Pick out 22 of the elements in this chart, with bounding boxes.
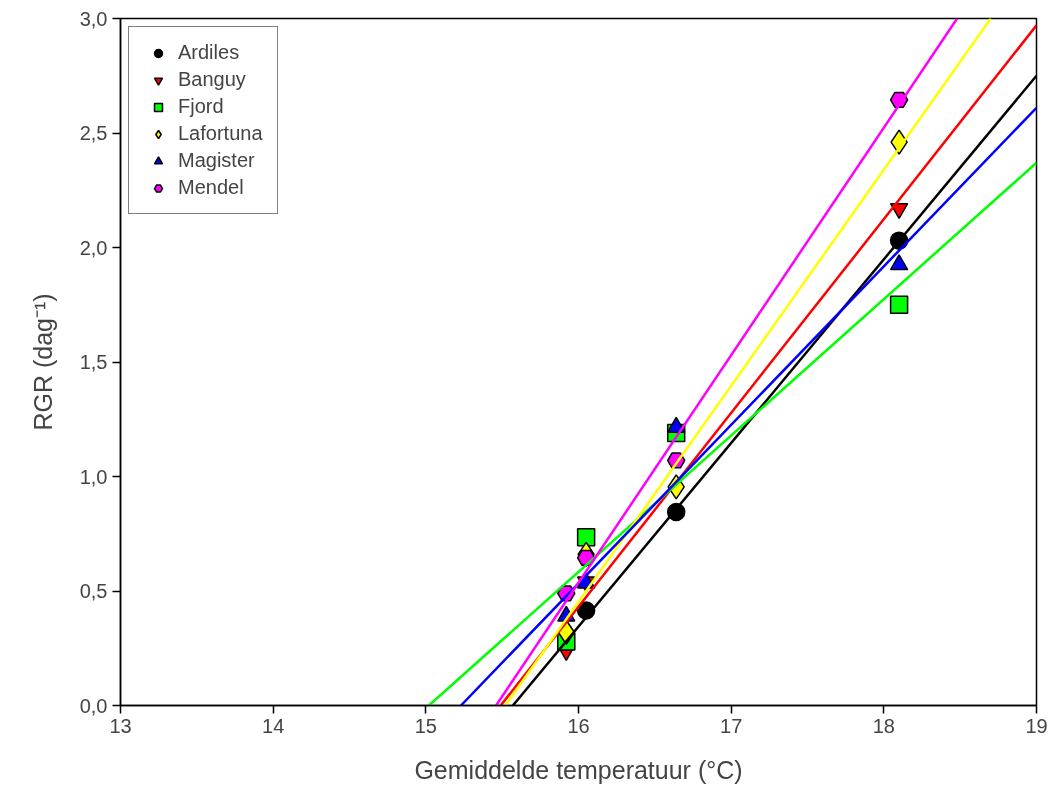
x-tick-label: 18 xyxy=(872,714,895,737)
y-tick-label: 2,5 xyxy=(79,122,108,144)
y-tick-label: 0,5 xyxy=(79,580,108,602)
y-tick-label: 3,0 xyxy=(79,7,108,30)
x-tick-label: 15 xyxy=(414,714,437,737)
y-tick-label: 1,5 xyxy=(79,351,108,373)
legend-label: Magister xyxy=(178,149,255,172)
legend-label: Lafortuna xyxy=(178,122,263,145)
y-tick-label: 1,0 xyxy=(79,465,108,488)
legend-label: Ardiles xyxy=(178,41,240,64)
x-tick-label: 13 xyxy=(109,714,132,737)
y-tick-label: 0,0 xyxy=(79,694,108,717)
legend-label: Mendel xyxy=(178,176,244,199)
x-tick-label: 16 xyxy=(567,714,590,737)
x-axis-title: Gemiddelde temperatuur (°C) xyxy=(414,755,743,784)
y-tick-label: 2,0 xyxy=(79,236,108,259)
x-tick-label: 17 xyxy=(720,714,743,737)
y-axis-title: RGR (dag⁻¹) xyxy=(28,293,57,431)
legend-label: Banguy xyxy=(178,68,246,91)
x-tick-label: 19 xyxy=(1025,714,1048,737)
legend-label: Fjord xyxy=(178,95,224,118)
x-tick-label: 14 xyxy=(262,714,285,737)
